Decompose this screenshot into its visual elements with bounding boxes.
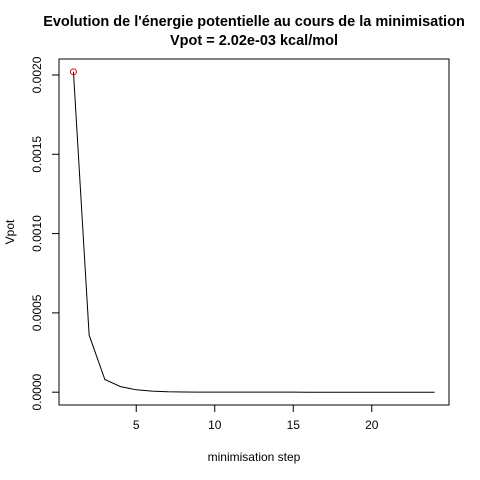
chart-subtitle: Vpot = 2.02e-03 kcal/mol <box>170 33 338 49</box>
y-axis-label: Vpot <box>3 219 17 244</box>
y-axis: 0.0000 0.0005 0.0010 0.0015 0.0020 <box>30 56 60 411</box>
y-tick-label: 0.0015 <box>30 136 44 173</box>
y-tick-label: 0.0020 <box>30 56 44 93</box>
x-tick-label: 5 <box>133 418 140 432</box>
x-tick-label: 15 <box>287 418 301 432</box>
y-tick-label: 0.0010 <box>30 215 44 252</box>
y-tick-label: 0.0005 <box>30 294 44 331</box>
series-line <box>72 71 435 393</box>
series-layer <box>69 68 435 393</box>
plot-frame <box>58 58 450 406</box>
x-axis: 5 10 15 20 <box>133 404 379 432</box>
x-tick-label: 10 <box>208 418 222 432</box>
x-tick-label: 20 <box>365 418 379 432</box>
y-tick-label: 0.0000 <box>30 374 44 411</box>
highlight-point <box>69 68 77 76</box>
chart-title: Evolution de l'énergie potentielle au co… <box>43 14 465 30</box>
x-axis-label: minimisation step <box>208 450 301 464</box>
